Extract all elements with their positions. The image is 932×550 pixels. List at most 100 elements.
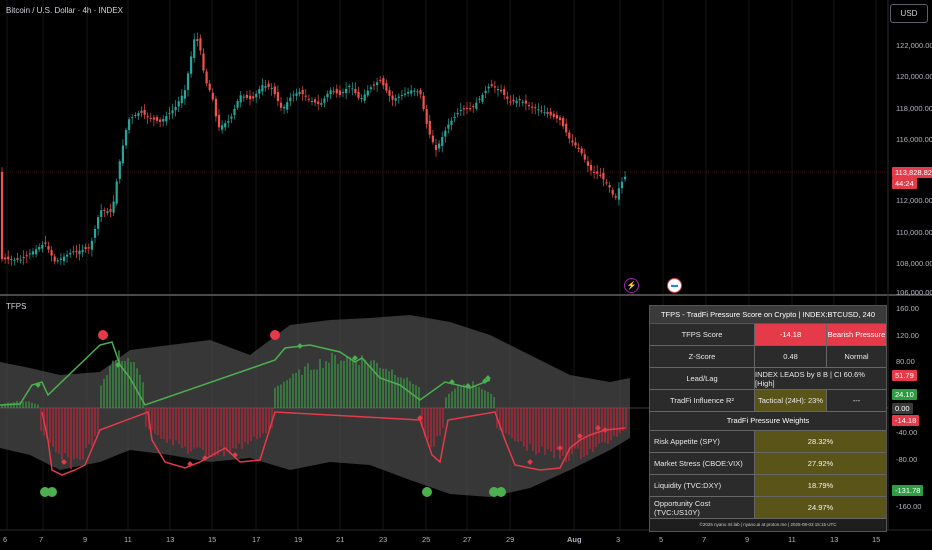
histogram-bar xyxy=(247,408,249,445)
time-tick: 11 xyxy=(124,535,132,544)
candle-body xyxy=(586,161,589,166)
candle-body xyxy=(599,174,602,176)
candle-body xyxy=(53,256,56,262)
candle-body xyxy=(35,249,38,255)
time-tick: 29 xyxy=(506,535,515,544)
row-label: TFPS Score xyxy=(650,324,755,345)
candle-body xyxy=(558,117,562,120)
candle-body xyxy=(261,85,264,92)
candle-body xyxy=(549,111,552,116)
weight-label: Market Stress (CBOE:VIX) xyxy=(650,453,755,474)
histogram-bar xyxy=(613,408,615,436)
table-title: TFPS - TradFi Pressure Score on Crypto |… xyxy=(650,306,886,324)
histogram-bar xyxy=(583,408,585,458)
candle-body xyxy=(580,148,583,154)
histogram-bar xyxy=(382,368,384,408)
histogram-bar xyxy=(514,408,516,442)
indicator-tick: -40.00 xyxy=(896,428,918,437)
small-marker xyxy=(602,427,608,433)
histogram-bar xyxy=(28,401,30,408)
currency-button[interactable]: USD xyxy=(890,4,928,23)
candle-body xyxy=(425,109,428,124)
histogram-bar xyxy=(235,408,237,449)
time-tick: 13 xyxy=(830,535,839,544)
price-tick: 112,000.00 xyxy=(896,196,932,205)
candle-body xyxy=(50,250,53,256)
histogram-bar xyxy=(487,391,489,408)
candle-body xyxy=(159,119,162,122)
flag-icon[interactable]: ▬ xyxy=(667,278,682,293)
candle-body xyxy=(363,94,366,101)
candle-body xyxy=(44,242,47,244)
weight-label: Liquidity (TVC:DXY) xyxy=(650,475,755,496)
indicator-title[interactable]: TFPS xyxy=(6,302,27,311)
tfps-score-value: -14.18 xyxy=(755,324,827,345)
candle-body xyxy=(75,250,78,252)
indicator-tag: -131.78 xyxy=(892,485,924,496)
candle-body xyxy=(270,87,273,89)
histogram-bar xyxy=(289,378,291,408)
histogram-bar xyxy=(418,386,420,408)
histogram-bar xyxy=(352,357,354,408)
symbol-title[interactable]: Bitcoin / U.S. Dollar · 4h · INDEX xyxy=(6,6,123,15)
candle-body xyxy=(571,140,574,143)
small-marker xyxy=(232,452,238,458)
candle-body xyxy=(205,71,208,84)
histogram-bar xyxy=(103,378,105,408)
time-tick: 9 xyxy=(745,535,750,544)
candle-body xyxy=(341,92,345,93)
histogram-bar xyxy=(493,397,495,408)
candle-body xyxy=(78,250,81,255)
histogram-bar xyxy=(187,408,189,454)
candle-body xyxy=(0,171,4,260)
time-tick: 5 xyxy=(659,535,664,544)
price-tick: 120,000.00 xyxy=(896,72,932,81)
candle-body xyxy=(255,93,258,98)
price-tick: 118,000.00 xyxy=(896,104,932,113)
influence-value: Tactical (24H): 23% xyxy=(755,390,827,411)
histogram-bar xyxy=(439,408,441,436)
candle-body xyxy=(438,143,441,149)
z-score-value: 0.48 xyxy=(755,346,827,367)
candle-body xyxy=(239,95,242,103)
histogram-bar xyxy=(607,408,609,444)
candle-body xyxy=(276,92,279,101)
weights-title: TradFi Pressure Weights xyxy=(650,412,886,431)
histogram-bar xyxy=(214,408,216,457)
time-tick: 25 xyxy=(422,535,431,544)
table-row: TradFi Influence R² Tactical (24H): 23% … xyxy=(650,390,886,412)
price-tick: 116,000.00 xyxy=(896,135,932,144)
candle-body xyxy=(283,106,286,109)
small-marker xyxy=(557,445,563,451)
histogram-bar xyxy=(19,401,21,408)
candle-body xyxy=(518,99,521,101)
histogram-bar xyxy=(571,408,573,455)
candle-body xyxy=(31,251,35,255)
histogram-bar xyxy=(4,403,6,408)
histogram-bar xyxy=(433,408,435,447)
candle-body xyxy=(289,97,292,102)
histogram-bar xyxy=(436,408,438,437)
histogram-bar xyxy=(574,408,576,449)
candle-body xyxy=(512,99,515,102)
histogram-bar xyxy=(379,367,381,408)
candle-body xyxy=(493,86,496,88)
candle-body xyxy=(199,38,202,51)
histogram-bar xyxy=(283,381,285,408)
histogram-bar xyxy=(622,408,624,431)
histogram-bar xyxy=(145,408,147,427)
histogram-bar xyxy=(31,402,33,408)
lightning-icon[interactable]: ⚡ xyxy=(624,278,639,293)
histogram-bar xyxy=(328,362,330,408)
candle-body xyxy=(605,182,608,184)
time-tick: Aug xyxy=(567,535,582,544)
candle-body xyxy=(16,258,19,260)
time-tick: 7 xyxy=(39,535,44,544)
candle-body xyxy=(565,123,568,133)
row-label: Lead/Lag xyxy=(650,368,755,389)
histogram-bar xyxy=(553,408,555,458)
candle-body xyxy=(143,109,146,115)
candle-body xyxy=(90,240,93,250)
candle-body xyxy=(552,113,555,117)
